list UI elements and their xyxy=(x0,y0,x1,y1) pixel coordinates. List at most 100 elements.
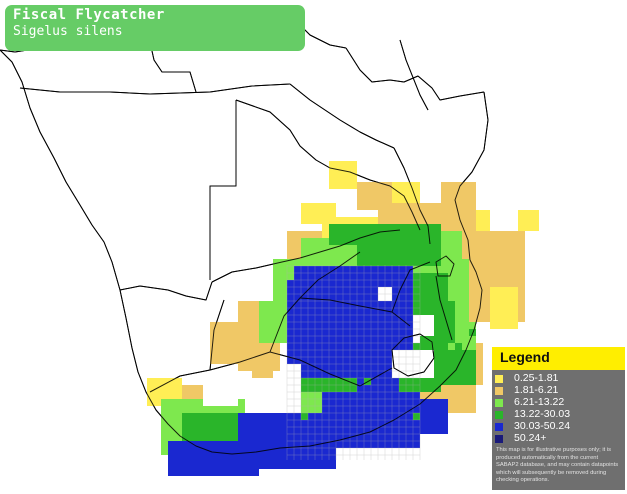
map-cell xyxy=(189,420,196,427)
map-cell xyxy=(294,357,301,364)
map-cell xyxy=(336,427,343,434)
map-cell xyxy=(287,329,294,336)
map-cell xyxy=(259,462,266,469)
map-cell xyxy=(434,399,441,406)
map-cell xyxy=(252,343,259,350)
map-cell xyxy=(182,413,189,420)
map-cell xyxy=(357,420,364,427)
map-cell xyxy=(406,210,413,217)
map-cell xyxy=(385,259,392,266)
map-cell xyxy=(420,210,427,217)
map-cell xyxy=(224,350,231,357)
map-cell xyxy=(490,280,497,287)
map-cell xyxy=(329,392,336,399)
map-cell xyxy=(357,329,364,336)
map-cell xyxy=(210,343,217,350)
map-cell xyxy=(259,434,266,441)
map-cell xyxy=(385,350,392,357)
map-cell xyxy=(182,427,189,434)
map-cell xyxy=(231,469,238,476)
map-cell xyxy=(378,406,385,413)
map-cell xyxy=(406,245,413,252)
map-cell xyxy=(455,287,462,294)
map-cell xyxy=(462,217,469,224)
map-cell xyxy=(385,210,392,217)
map-cell xyxy=(245,343,252,350)
map-cell xyxy=(336,238,343,245)
map-cell xyxy=(427,259,434,266)
map-cell xyxy=(399,301,406,308)
map-cell xyxy=(315,245,322,252)
map-cell xyxy=(413,189,420,196)
map-cell xyxy=(406,420,413,427)
map-cell xyxy=(378,392,385,399)
map-cell xyxy=(427,210,434,217)
map-cell xyxy=(315,413,322,420)
map-cell xyxy=(455,308,462,315)
map-cell xyxy=(469,252,476,259)
map-cell xyxy=(476,252,483,259)
map-cell xyxy=(392,336,399,343)
map-cell xyxy=(364,182,371,189)
map-cell xyxy=(175,462,182,469)
map-cell xyxy=(490,259,497,266)
map-cell xyxy=(189,399,196,406)
map-cell xyxy=(441,322,448,329)
map-cell xyxy=(378,238,385,245)
map-cell xyxy=(308,357,315,364)
map-cell xyxy=(350,413,357,420)
map-cell xyxy=(287,294,294,301)
map-cell xyxy=(336,168,343,175)
map-cell xyxy=(189,434,196,441)
map-cell xyxy=(441,371,448,378)
map-cell xyxy=(336,406,343,413)
map-cell xyxy=(175,455,182,462)
map-cell xyxy=(364,413,371,420)
map-cell xyxy=(336,182,343,189)
map-cell xyxy=(217,427,224,434)
map-cell xyxy=(427,427,434,434)
map-cell xyxy=(469,308,476,315)
map-cell xyxy=(357,406,364,413)
map-cell xyxy=(518,259,525,266)
map-cell xyxy=(301,350,308,357)
map-cell xyxy=(406,287,413,294)
map-cell xyxy=(427,399,434,406)
map-cell xyxy=(448,406,455,413)
map-cell xyxy=(392,189,399,196)
map-cell xyxy=(287,413,294,420)
map-cell xyxy=(357,434,364,441)
map-cell xyxy=(266,455,273,462)
map-cell xyxy=(161,385,168,392)
map-cell xyxy=(210,427,217,434)
map-cell xyxy=(378,427,385,434)
map-cell xyxy=(287,273,294,280)
map-cell xyxy=(224,343,231,350)
map-cell xyxy=(294,329,301,336)
map-cell xyxy=(343,182,350,189)
map-cell xyxy=(252,322,259,329)
map-cell xyxy=(294,308,301,315)
map-cell xyxy=(371,371,378,378)
map-cell xyxy=(378,420,385,427)
map-cell xyxy=(315,231,322,238)
map-cell xyxy=(385,413,392,420)
map-cell xyxy=(329,420,336,427)
map-cell xyxy=(245,441,252,448)
map-cell xyxy=(371,203,378,210)
map-cell xyxy=(504,287,511,294)
map-cell xyxy=(175,469,182,476)
map-cell xyxy=(252,462,259,469)
map-cell xyxy=(399,343,406,350)
map-cell xyxy=(329,315,336,322)
map-cell xyxy=(378,301,385,308)
map-cell xyxy=(406,378,413,385)
map-cell xyxy=(441,406,448,413)
map-cell xyxy=(476,294,483,301)
map-cell xyxy=(357,364,364,371)
map-cell xyxy=(413,273,420,280)
map-cell xyxy=(364,420,371,427)
map-cell xyxy=(280,455,287,462)
map-cell xyxy=(308,392,315,399)
